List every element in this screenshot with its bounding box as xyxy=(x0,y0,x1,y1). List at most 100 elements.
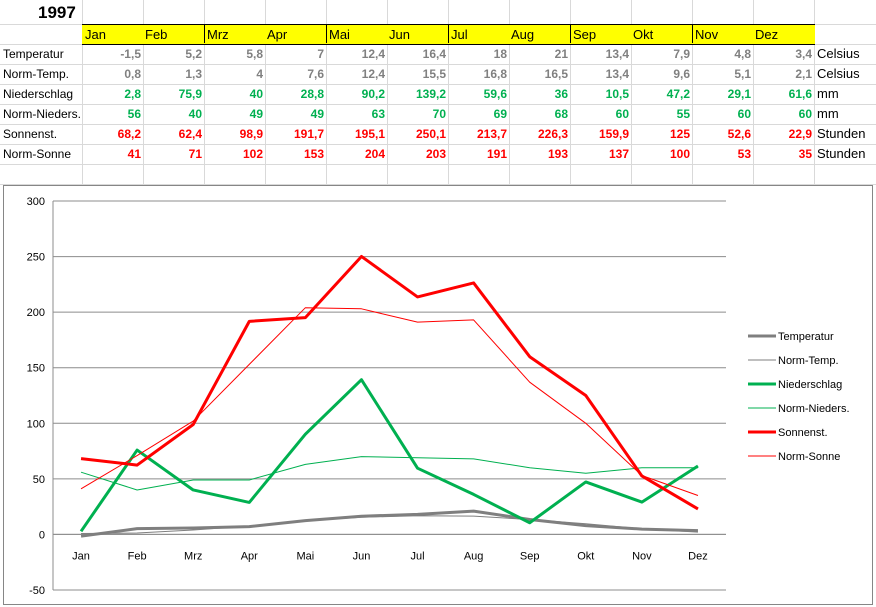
month-header-dez: Dez xyxy=(755,27,779,42)
table-cell: 28,8 xyxy=(300,87,324,101)
table-cell: 55 xyxy=(676,107,690,121)
x-tick-label: Dez xyxy=(688,550,708,562)
table-cell: 5,1 xyxy=(734,67,751,81)
header-separator xyxy=(326,24,327,43)
row-unit: mm xyxy=(817,106,839,121)
table-cell: 7 xyxy=(317,47,324,61)
month-header-apr: Apr xyxy=(267,27,288,42)
table-cell: 3,4 xyxy=(795,47,812,61)
series-line-norm-temp- xyxy=(81,515,698,535)
header-separator xyxy=(570,24,571,43)
grid-column-line xyxy=(509,0,510,185)
row-unit: Celsius xyxy=(817,46,860,61)
month-header-sep: Sep xyxy=(573,27,597,42)
grid-row-line xyxy=(0,164,876,165)
grid-column-line xyxy=(692,0,693,185)
y-tick-label: 200 xyxy=(27,307,45,319)
row-label: Sonnenst. xyxy=(3,127,58,141)
table-cell: 195,1 xyxy=(354,127,385,141)
table-cell: 52,6 xyxy=(727,127,751,141)
table-cell: 13,4 xyxy=(605,47,629,61)
row-unit: Stunden xyxy=(817,146,866,161)
table-cell: 49 xyxy=(310,107,324,121)
table-cell: 69 xyxy=(493,107,507,121)
table-cell: 159,9 xyxy=(598,127,629,141)
table-cell: 2,1 xyxy=(795,67,812,81)
x-tick-label: Jun xyxy=(353,550,371,562)
table-cell: 60 xyxy=(798,107,812,121)
table-cell: 7,6 xyxy=(307,67,324,81)
grid-row-line xyxy=(0,144,876,145)
table-cell: 9,6 xyxy=(673,67,690,81)
legend-entry: Norm-Nieders. xyxy=(778,403,850,415)
month-header-jun: Jun xyxy=(389,27,410,42)
table-cell: 15,5 xyxy=(422,67,446,81)
legend-entry: Temperatur xyxy=(778,331,834,343)
series-line-norm-nieders- xyxy=(80,456,698,491)
table-cell: 7,9 xyxy=(673,47,690,61)
row-label: Norm-Temp. xyxy=(3,67,70,81)
series-line-niederschlag xyxy=(79,378,699,533)
grid-column-line xyxy=(204,0,205,185)
series-line-norm-sonne xyxy=(80,307,699,496)
table-cell: 60 xyxy=(615,107,629,121)
x-tick-label: Jan xyxy=(72,550,90,562)
table-cell: 16,8 xyxy=(483,67,507,81)
table-cell: 29,1 xyxy=(727,87,751,101)
table-cell: 4 xyxy=(256,67,263,81)
x-tick-label: Sep xyxy=(520,550,540,562)
table-cell: 0,8 xyxy=(124,67,141,81)
table-cell: 5,8 xyxy=(246,47,263,61)
row-label: Norm-Sonne xyxy=(3,147,72,161)
month-header-feb: Feb xyxy=(145,27,168,42)
table-cell: 71 xyxy=(188,147,202,161)
table-cell: 4,8 xyxy=(734,47,751,61)
row-unit: Stunden xyxy=(817,126,866,141)
row-unit: mm xyxy=(817,86,839,101)
row-unit: Celsius xyxy=(817,66,860,81)
grid-row-line xyxy=(0,184,876,185)
x-tick-label: Apr xyxy=(241,550,258,562)
month-header-mai: Mai xyxy=(329,27,350,42)
table-cell: 16,5 xyxy=(544,67,568,81)
table-cell: 2,8 xyxy=(124,87,141,101)
table-cell: 10,5 xyxy=(605,87,629,101)
legend-entry: Sonnenst. xyxy=(778,427,828,439)
table-cell: 226,3 xyxy=(537,127,568,141)
y-tick-label: 150 xyxy=(27,363,45,375)
table-cell: 18 xyxy=(493,47,507,61)
x-tick-label: Jul xyxy=(411,550,425,562)
table-cell: 204 xyxy=(364,147,385,161)
table-cell: 16,4 xyxy=(422,47,446,61)
header-separator xyxy=(692,24,693,43)
header-separator xyxy=(204,24,205,43)
grid-column-line xyxy=(82,0,83,185)
table-cell: 90,2 xyxy=(361,87,385,101)
month-header-okt: Okt xyxy=(633,27,654,42)
legend-entry: Niederschlag xyxy=(778,379,842,391)
sheet-year-title: 1997 xyxy=(38,3,76,22)
grid-column-line xyxy=(448,0,449,185)
legend-entry: Norm-Temp. xyxy=(778,355,839,367)
table-cell: 250,1 xyxy=(415,127,446,141)
x-tick-label: Okt xyxy=(577,550,594,562)
table-cell: 60 xyxy=(737,107,751,121)
month-header-jan: Jan xyxy=(85,27,106,42)
chart-svg: -50 0 50 100 150 200 250 300 Jan Feb Mrz Apr Mai Jun J… xyxy=(27,196,850,597)
table-cell: 36 xyxy=(554,87,568,101)
table-cell: 56 xyxy=(127,107,141,121)
row-label: Niederschlag xyxy=(3,87,74,101)
month-header-nov: Nov xyxy=(695,27,719,42)
grid-row-line xyxy=(0,64,876,65)
table-cell: 35 xyxy=(798,147,812,161)
table-cell: 137 xyxy=(608,147,629,161)
grid-column-line xyxy=(387,0,388,185)
table-cell: 40 xyxy=(188,107,202,121)
y-tick-label: 250 xyxy=(27,252,45,264)
climate-chart[interactable]: -50 0 50 100 150 200 250 300 Jan Feb Mrz Apr Mai Jun J… xyxy=(3,185,873,605)
table-cell: 61,6 xyxy=(788,87,812,101)
table-cell: 12,4 xyxy=(361,67,385,81)
grid-column-line xyxy=(814,0,815,185)
table-cell: 70 xyxy=(432,107,446,121)
table-cell: 213,7 xyxy=(476,127,507,141)
